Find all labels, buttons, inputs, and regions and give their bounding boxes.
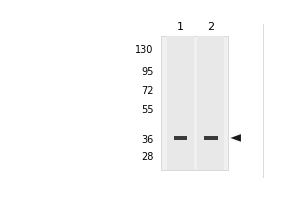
Text: 1: 1 <box>177 22 184 32</box>
Text: 130: 130 <box>135 45 154 55</box>
Text: 36: 36 <box>142 135 154 145</box>
Bar <box>173 136 188 140</box>
Bar <box>204 136 218 140</box>
Bar <box>161 36 228 170</box>
Bar <box>167 36 194 170</box>
Text: 72: 72 <box>141 86 154 96</box>
Polygon shape <box>230 134 241 142</box>
Text: 28: 28 <box>141 152 154 162</box>
Text: 2: 2 <box>207 22 214 32</box>
Text: 95: 95 <box>141 67 154 77</box>
Bar <box>197 36 224 170</box>
Text: 55: 55 <box>141 105 154 115</box>
